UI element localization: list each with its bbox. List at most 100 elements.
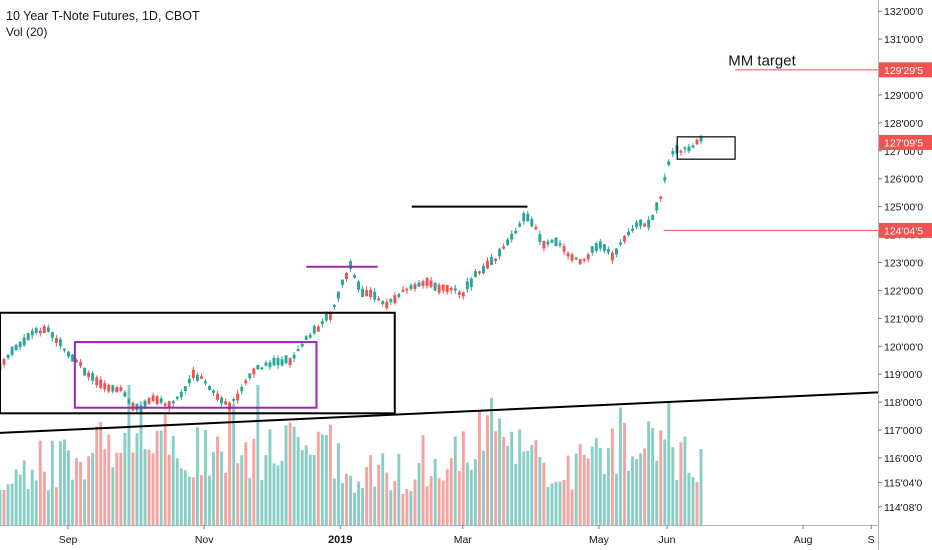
candle-body (445, 284, 449, 293)
volume-bar (312, 455, 316, 525)
candle (320, 318, 324, 328)
candle (405, 287, 409, 295)
drawing-layer (0, 69, 879, 434)
volume-bar (469, 469, 473, 525)
candle-layer (0, 134, 703, 416)
volume-bar (679, 442, 683, 525)
volume-bar (602, 474, 606, 525)
candle (38, 327, 42, 337)
candle (208, 385, 211, 391)
candle-body (18, 341, 22, 348)
volume-bar (651, 428, 655, 525)
candle (50, 331, 54, 342)
candle-body (308, 334, 312, 338)
candle-body (598, 241, 602, 249)
candle-body (67, 351, 70, 357)
volume-bar (248, 478, 252, 525)
candle (582, 257, 586, 264)
price-axis-label: 123'00'0 (884, 258, 923, 270)
candle (554, 237, 558, 247)
price-axis-label: 120'00'0 (884, 341, 923, 353)
volume-bar (155, 430, 159, 525)
candle (421, 279, 425, 289)
volume-bar (429, 476, 433, 525)
candle-body (63, 348, 66, 351)
candle (71, 354, 74, 362)
volume-bar (566, 455, 570, 525)
candle (349, 259, 352, 272)
candle (288, 356, 292, 368)
candle (232, 397, 236, 404)
candle (619, 239, 622, 247)
candle (494, 258, 498, 265)
candle-body (534, 226, 538, 230)
candle-body (699, 136, 703, 142)
price-axis-label: 128'00'0 (884, 118, 923, 130)
volume-bar (139, 401, 143, 525)
candle (635, 219, 639, 230)
volume-bar (328, 424, 332, 525)
volume-bar (631, 456, 634, 525)
candle (502, 243, 506, 250)
candle (558, 240, 562, 248)
candle (292, 351, 296, 362)
candle-body (502, 246, 506, 249)
candle (91, 371, 95, 385)
candle (610, 250, 614, 265)
price-axis-label: 116'00'0 (884, 453, 922, 465)
candle-body (695, 139, 699, 145)
volume-bar (212, 452, 215, 525)
candle (461, 291, 465, 300)
volume-bar (296, 437, 300, 525)
candle-body (578, 259, 582, 265)
candle-body (107, 384, 111, 392)
candle (627, 228, 630, 237)
volume-bar (683, 436, 687, 525)
candle-body (349, 261, 352, 269)
volume-bar (288, 422, 292, 525)
candle-body (631, 228, 634, 231)
candle-body (683, 147, 687, 150)
volume-bar (50, 440, 54, 525)
candle-body (614, 248, 618, 255)
volume-bar (534, 440, 538, 525)
candle (695, 138, 699, 146)
volume-bar (58, 441, 62, 525)
volume-bar (502, 437, 506, 525)
volume-bar (224, 472, 228, 525)
candle-body (208, 385, 211, 390)
candle-body (34, 328, 38, 333)
volume-bar (655, 460, 659, 525)
volume-bar (357, 481, 361, 525)
candle-body (30, 330, 34, 336)
volume-bar (457, 471, 461, 525)
annotation-layer: MM target (728, 53, 796, 70)
candle-body (433, 282, 437, 291)
candle-body (300, 343, 304, 347)
candle-body (538, 234, 542, 242)
volume-bar (465, 462, 469, 525)
candle-body (79, 361, 83, 366)
candle-body (103, 383, 107, 390)
candle-body (248, 373, 252, 379)
candle (30, 328, 34, 340)
candle (453, 284, 457, 294)
price-axis-label: 117'00'0 (884, 425, 922, 437)
volume-bar (482, 450, 485, 525)
time-axis-label: S (868, 534, 875, 546)
candle-body (127, 399, 131, 404)
candle (199, 373, 203, 379)
candle-body (332, 304, 336, 307)
volume-bar (240, 455, 244, 525)
candle (441, 284, 445, 294)
volume-bar (510, 431, 514, 525)
candle (34, 326, 38, 335)
candle (486, 257, 489, 270)
candle-body (671, 150, 675, 155)
volume-bar (236, 463, 240, 525)
candle (10, 346, 14, 357)
candle (365, 286, 369, 297)
candle-body (486, 260, 489, 269)
